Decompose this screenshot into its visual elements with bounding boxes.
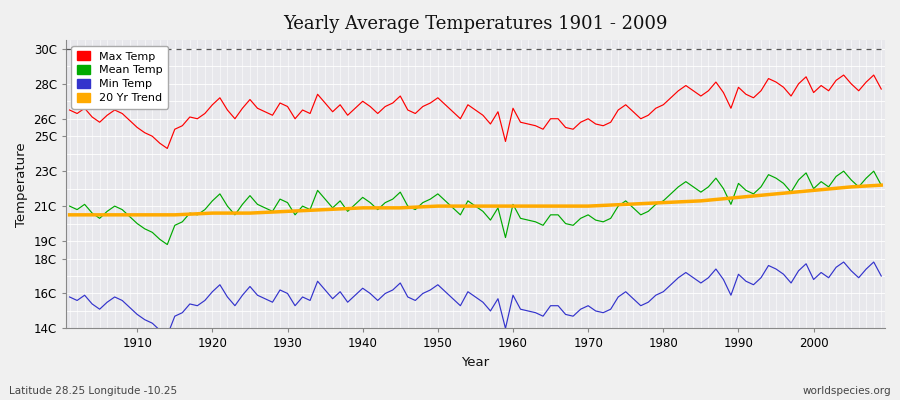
Title: Yearly Average Temperatures 1901 - 2009: Yearly Average Temperatures 1901 - 2009 xyxy=(284,15,668,33)
Text: Latitude 28.25 Longitude -10.25: Latitude 28.25 Longitude -10.25 xyxy=(9,386,177,396)
Y-axis label: Temperature: Temperature xyxy=(15,142,28,226)
Legend: Max Temp, Mean Temp, Min Temp, 20 Yr Trend: Max Temp, Mean Temp, Min Temp, 20 Yr Tre… xyxy=(71,46,168,108)
Text: worldspecies.org: worldspecies.org xyxy=(803,386,891,396)
X-axis label: Year: Year xyxy=(462,356,490,369)
